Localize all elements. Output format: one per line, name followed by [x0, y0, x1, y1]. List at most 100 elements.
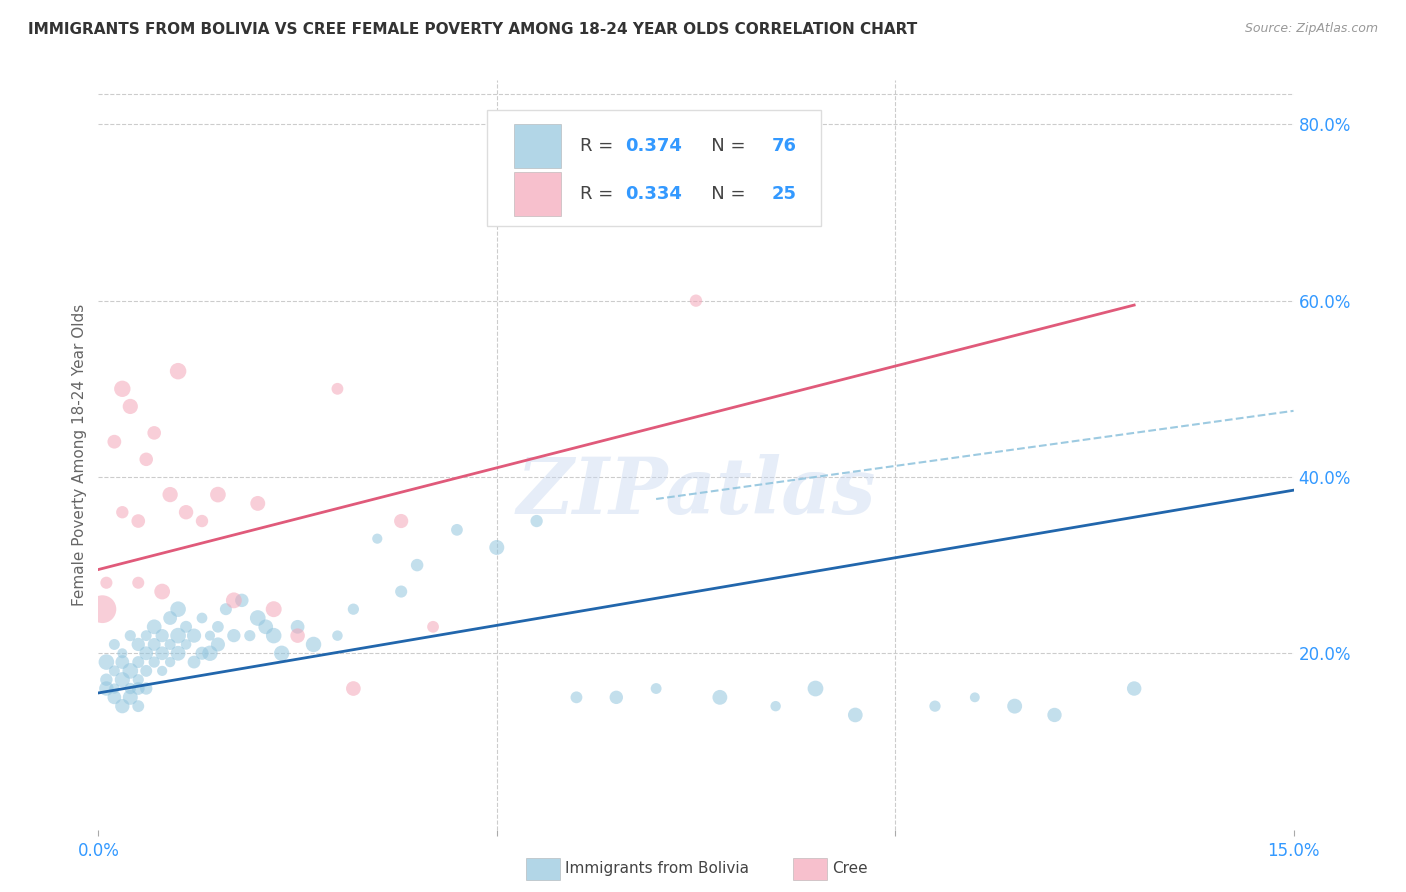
Point	[135, 452, 157, 467]
Point	[366, 532, 388, 546]
Point	[167, 629, 190, 643]
Point	[111, 505, 134, 519]
Point	[263, 629, 285, 643]
Point	[120, 664, 142, 678]
Text: R =: R =	[581, 185, 619, 202]
Point	[91, 602, 114, 616]
Point	[120, 400, 142, 414]
Point	[103, 637, 125, 651]
Point	[246, 611, 269, 625]
Point	[389, 514, 412, 528]
Text: Immigrants from Bolivia: Immigrants from Bolivia	[565, 862, 749, 876]
Point	[120, 629, 142, 643]
Point	[96, 681, 118, 696]
Point	[167, 602, 190, 616]
Point	[709, 690, 731, 705]
Point	[143, 637, 166, 651]
Point	[143, 655, 166, 669]
Point	[191, 646, 214, 660]
Point	[103, 690, 125, 705]
Y-axis label: Female Poverty Among 18-24 Year Olds: Female Poverty Among 18-24 Year Olds	[72, 304, 87, 606]
Point	[103, 434, 125, 449]
Point	[485, 541, 508, 555]
Point	[263, 602, 285, 616]
Text: ZIPatlas: ZIPatlas	[516, 454, 876, 531]
Point	[135, 681, 157, 696]
FancyBboxPatch shape	[515, 171, 561, 216]
Point	[1043, 708, 1066, 723]
Point	[174, 620, 197, 634]
Point	[326, 629, 349, 643]
Point	[1004, 699, 1026, 714]
Point	[103, 681, 125, 696]
Point	[127, 514, 149, 528]
Point	[143, 425, 166, 440]
Point	[215, 602, 238, 616]
Point	[174, 637, 197, 651]
Point	[446, 523, 468, 537]
Point	[565, 690, 588, 705]
Point	[422, 620, 444, 634]
Point	[302, 637, 325, 651]
Text: 0.334: 0.334	[626, 185, 682, 202]
Point	[103, 664, 125, 678]
Point	[159, 487, 181, 501]
Point	[135, 646, 157, 660]
Point	[174, 505, 197, 519]
Text: 25: 25	[772, 185, 796, 202]
Point	[526, 514, 548, 528]
Point	[159, 611, 181, 625]
Point	[96, 575, 118, 590]
Text: Source: ZipAtlas.com: Source: ZipAtlas.com	[1244, 22, 1378, 36]
Point	[844, 708, 866, 723]
Point	[135, 664, 157, 678]
Point	[191, 514, 214, 528]
Point	[685, 293, 707, 308]
Point	[120, 690, 142, 705]
Point	[167, 646, 190, 660]
Point	[120, 681, 142, 696]
Point	[111, 655, 134, 669]
Point	[150, 646, 173, 660]
Point	[127, 673, 149, 687]
Point	[406, 558, 429, 573]
Point	[222, 593, 245, 607]
Point	[191, 611, 214, 625]
Point	[198, 646, 221, 660]
Point	[96, 673, 118, 687]
Point	[96, 655, 118, 669]
Point	[135, 629, 157, 643]
Point	[645, 681, 668, 696]
Point	[183, 629, 205, 643]
Point	[231, 593, 253, 607]
Point	[924, 699, 946, 714]
Point	[963, 690, 986, 705]
Point	[287, 629, 309, 643]
FancyBboxPatch shape	[486, 111, 821, 227]
Point	[765, 699, 787, 714]
Point	[804, 681, 827, 696]
Point	[342, 681, 364, 696]
Point	[326, 382, 349, 396]
Point	[389, 584, 412, 599]
Text: IMMIGRANTS FROM BOLIVIA VS CREE FEMALE POVERTY AMONG 18-24 YEAR OLDS CORRELATION: IMMIGRANTS FROM BOLIVIA VS CREE FEMALE P…	[28, 22, 917, 37]
Text: N =: N =	[693, 137, 751, 155]
Point	[127, 637, 149, 651]
Text: Cree: Cree	[832, 862, 868, 876]
Point	[207, 487, 229, 501]
Text: N =: N =	[693, 185, 751, 202]
Point	[111, 673, 134, 687]
Point	[150, 664, 173, 678]
Point	[150, 629, 173, 643]
Point	[207, 637, 229, 651]
Point	[605, 690, 627, 705]
Point	[150, 584, 173, 599]
Point	[207, 620, 229, 634]
Point	[239, 629, 262, 643]
FancyBboxPatch shape	[515, 124, 561, 169]
Text: 76: 76	[772, 137, 796, 155]
Point	[111, 699, 134, 714]
Point	[287, 620, 309, 634]
Text: 0.374: 0.374	[626, 137, 682, 155]
Point	[342, 602, 364, 616]
